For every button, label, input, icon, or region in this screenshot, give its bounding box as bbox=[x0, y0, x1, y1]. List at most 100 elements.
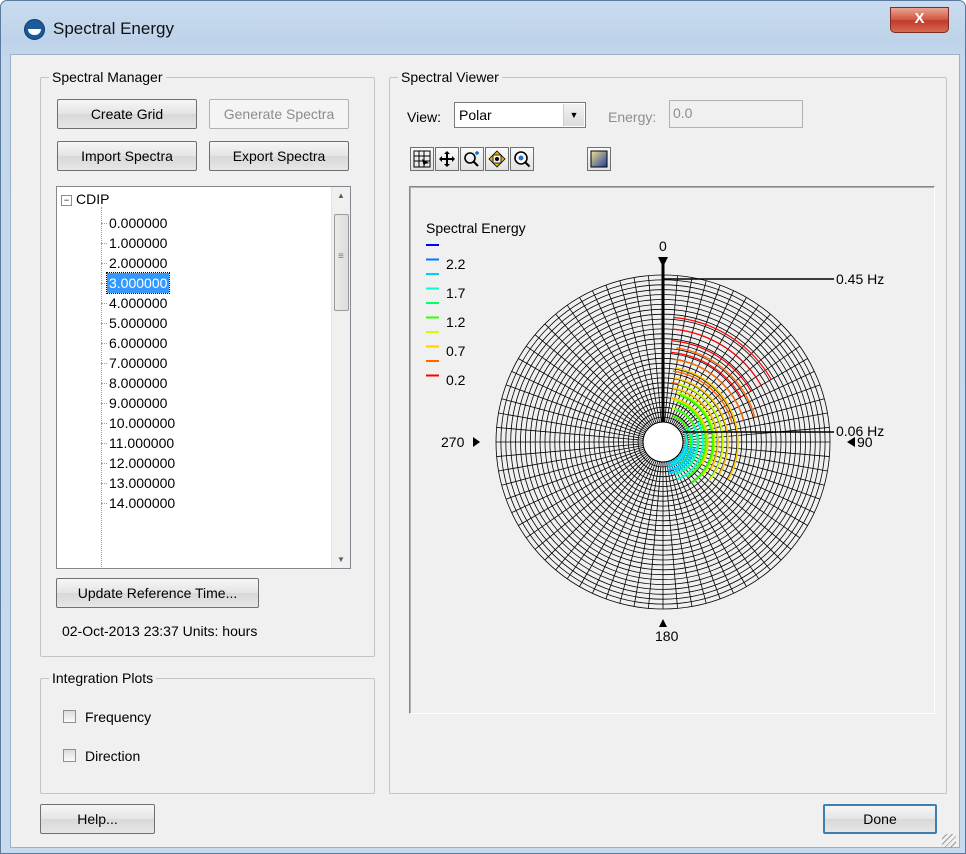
done-button[interactable]: Done bbox=[823, 804, 937, 834]
energy-contour bbox=[677, 400, 707, 478]
tree-item-time[interactable]: 3.000000 bbox=[105, 272, 171, 294]
energy-contour bbox=[672, 370, 733, 424]
spectral-manager-title: Spectral Manager bbox=[49, 69, 166, 85]
tree-connector bbox=[101, 283, 107, 284]
scroll-up-icon[interactable]: ▲ bbox=[337, 191, 345, 200]
energy-contour bbox=[678, 383, 724, 482]
inner-frequency-label: 0.06 Hz bbox=[836, 423, 884, 439]
tree-connector bbox=[101, 343, 107, 344]
tree-item-time[interactable]: 4.000000 bbox=[109, 295, 168, 311]
energy-contour bbox=[674, 424, 699, 476]
energy-contour bbox=[674, 377, 729, 475]
energy-contour bbox=[670, 429, 688, 466]
scroll-thumb[interactable] bbox=[334, 214, 349, 311]
east-marker-icon bbox=[847, 437, 855, 447]
energy-contour bbox=[671, 340, 752, 392]
tree-item-time[interactable]: 1.000000 bbox=[109, 235, 168, 251]
energy-label: Energy: bbox=[608, 109, 657, 125]
energy-contour bbox=[676, 421, 704, 481]
energy-contour bbox=[668, 447, 696, 475]
frame-icon[interactable] bbox=[410, 147, 434, 171]
tree-item-time[interactable]: 14.000000 bbox=[109, 495, 176, 511]
spectral-viewer-group: Spectral Viewer bbox=[389, 69, 947, 794]
energy-contour bbox=[667, 446, 693, 472]
color-ramp-icon[interactable] bbox=[587, 147, 611, 171]
collapse-icon[interactable]: − bbox=[61, 195, 72, 206]
tree-connector bbox=[101, 463, 107, 464]
view-select[interactable]: Polar ▼ bbox=[454, 102, 586, 128]
tree-connector bbox=[101, 423, 107, 424]
create-grid-button[interactable]: Create Grid bbox=[57, 99, 197, 129]
tree-scrollbar[interactable]: ▲ ▼ bbox=[331, 187, 350, 568]
tree-connector bbox=[101, 483, 107, 484]
energy-field[interactable]: 0.0 bbox=[669, 100, 803, 128]
spectral-plot-area[interactable]: Spectral Energy 2.2 1.7 1.2 0.7 0.2 0.45 Hz 0… bbox=[409, 186, 935, 714]
center-hole bbox=[642, 421, 684, 463]
spectral-manager-group: Spectral Manager bbox=[40, 69, 375, 657]
direction-label-east: 90 bbox=[857, 434, 873, 450]
chevron-down-icon[interactable]: ▼ bbox=[563, 104, 584, 126]
direction-label-west: 270 bbox=[441, 434, 465, 450]
polar-spectral-plot: Spectral Energy 2.2 1.7 1.2 0.7 0.2 0.45 Hz 0… bbox=[426, 220, 884, 644]
energy-contour bbox=[672, 328, 762, 386]
title-bar[interactable]: Spectral Energy X bbox=[1, 1, 965, 51]
energy-contour bbox=[676, 347, 756, 418]
frequency-label[interactable]: Frequency bbox=[85, 709, 152, 725]
tree-item-time[interactable]: 8.000000 bbox=[109, 375, 168, 391]
zoom-extents-icon[interactable] bbox=[510, 147, 534, 171]
direction-label-north: 0 bbox=[659, 238, 667, 254]
tree-connector bbox=[101, 223, 107, 224]
pan-icon[interactable] bbox=[435, 147, 459, 171]
tree-connector bbox=[101, 303, 107, 304]
help-button[interactable]: Help... bbox=[40, 804, 155, 834]
rotate-icon[interactable] bbox=[485, 147, 509, 171]
scroll-down-icon[interactable]: ▼ bbox=[337, 555, 345, 564]
window-title: Spectral Energy bbox=[53, 19, 174, 38]
energy-contour bbox=[670, 396, 709, 465]
legend-label: 0.2 bbox=[446, 372, 466, 388]
tree-connector bbox=[101, 323, 107, 324]
frequency-checkbox[interactable] bbox=[63, 710, 76, 723]
tree-item-time[interactable]: 6.000000 bbox=[109, 335, 168, 351]
tree-item-time[interactable]: 7.000000 bbox=[109, 355, 168, 371]
tree-item-time[interactable]: 0.000000 bbox=[109, 215, 168, 231]
south-marker-icon bbox=[659, 619, 667, 627]
tree-item-time[interactable]: 5.000000 bbox=[109, 315, 168, 331]
generate-spectra-button[interactable]: Generate Spectra bbox=[209, 99, 349, 129]
spectra-tree[interactable]: − CDIP 0.000000 1.000000 2.000000 3.000000 4.… bbox=[56, 186, 351, 569]
direction-label[interactable]: Direction bbox=[85, 748, 141, 764]
direction-checkbox[interactable] bbox=[63, 749, 76, 762]
energy-contour bbox=[670, 351, 742, 398]
spectral-viewer-title: Spectral Viewer bbox=[398, 69, 502, 85]
tree-item-time[interactable]: 2.000000 bbox=[109, 255, 168, 271]
app-icon bbox=[24, 19, 45, 40]
close-button[interactable]: X bbox=[890, 7, 949, 33]
tree-item-time[interactable]: 13.000000 bbox=[109, 475, 176, 491]
export-spectra-button[interactable]: Export Spectra bbox=[209, 141, 349, 171]
update-reference-time-button[interactable]: Update Reference Time... bbox=[56, 578, 259, 608]
legend-label: 1.7 bbox=[446, 285, 466, 301]
reference-time-info: 02-Oct-2013 23:37 Units: hours bbox=[62, 623, 258, 639]
direction-label-south: 180 bbox=[655, 628, 679, 644]
tree-connector bbox=[101, 363, 107, 364]
tree-item-time[interactable]: 10.000000 bbox=[109, 415, 176, 431]
tree-connector bbox=[101, 443, 107, 444]
energy-contour bbox=[675, 367, 739, 480]
view-label: View: bbox=[407, 109, 441, 125]
tree-item-time[interactable]: 9.000000 bbox=[109, 395, 168, 411]
tree-connector bbox=[101, 503, 107, 504]
import-spectra-button[interactable]: Import Spectra bbox=[57, 141, 197, 171]
energy-contour bbox=[673, 316, 772, 380]
tree-connector bbox=[101, 263, 107, 264]
tree-root-cdip[interactable]: − CDIP bbox=[61, 191, 109, 207]
resize-grip[interactable] bbox=[942, 834, 956, 848]
energy-contour bbox=[666, 445, 686, 465]
zoom-icon[interactable] bbox=[460, 147, 484, 171]
legend-label: 0.7 bbox=[446, 343, 466, 359]
chart-title: Spectral Energy bbox=[426, 220, 526, 236]
energy-contour bbox=[674, 358, 745, 421]
integration-plots-group: Integration Plots bbox=[40, 670, 375, 794]
tree-item-time[interactable]: 12.000000 bbox=[109, 455, 176, 471]
tree-item-time[interactable]: 11.000000 bbox=[109, 435, 175, 451]
